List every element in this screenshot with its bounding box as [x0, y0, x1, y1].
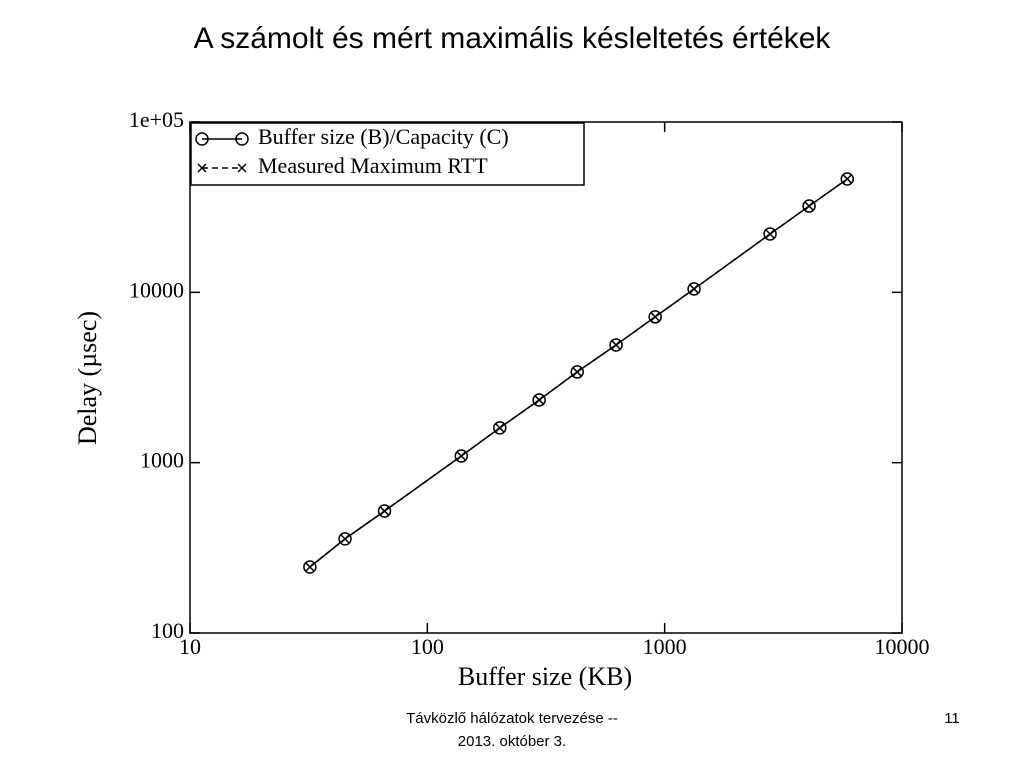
y-axis-label: Delay (µsec) — [73, 311, 102, 445]
data-point — [377, 504, 392, 518]
data-point — [572, 367, 582, 377]
x-tick-label: 100 — [411, 634, 444, 659]
x-tick-label: 1000 — [643, 634, 687, 659]
data-point — [570, 365, 584, 379]
data-point — [842, 174, 852, 184]
legend-marker — [195, 132, 209, 146]
data-point — [456, 451, 466, 461]
slide-title: A számolt és mért maximális késleltetés … — [194, 22, 832, 55]
data-point — [687, 282, 701, 296]
legend-marker — [235, 132, 249, 146]
data-point — [763, 227, 777, 241]
data-point — [379, 506, 390, 516]
legend-label: Buffer size (B)/Capacity (C) — [258, 124, 509, 149]
data-point — [305, 562, 315, 572]
data-point — [495, 423, 505, 433]
data-point — [802, 199, 816, 213]
y-tick-label: 1000 — [140, 448, 184, 473]
y-tick-label: 1e+05 — [129, 107, 184, 132]
legend-label: Measured Maximum RTT — [258, 153, 488, 178]
data-point — [534, 395, 544, 405]
data-point — [689, 284, 699, 294]
data-point — [340, 534, 350, 544]
legend-marker — [237, 163, 247, 173]
data-point — [765, 229, 775, 239]
data-point — [493, 421, 507, 435]
x-tick-label: 10000 — [875, 634, 930, 659]
data-point — [338, 532, 352, 546]
legend-marker — [197, 163, 207, 173]
y-tick-label: 10000 — [129, 277, 184, 302]
data-point — [611, 340, 621, 350]
page-number: 11 — [944, 710, 960, 727]
data-point — [303, 560, 317, 574]
footer-text: 2013. október 3. — [458, 733, 566, 750]
y-tick-label: 100 — [151, 618, 184, 643]
data-point — [648, 310, 662, 324]
data-point — [609, 338, 623, 352]
data-point — [650, 312, 660, 322]
data-point — [454, 449, 469, 463]
x-tick-label: 10 — [179, 634, 201, 659]
plot-frame — [189, 121, 903, 634]
footer-text: Távközlő hálózatok tervezése -- — [406, 710, 618, 727]
legend-box — [190, 122, 585, 186]
data-point — [840, 172, 855, 186]
data-point — [532, 393, 546, 407]
x-axis-label: Buffer size (KB) — [458, 662, 632, 691]
data-point — [804, 201, 814, 211]
